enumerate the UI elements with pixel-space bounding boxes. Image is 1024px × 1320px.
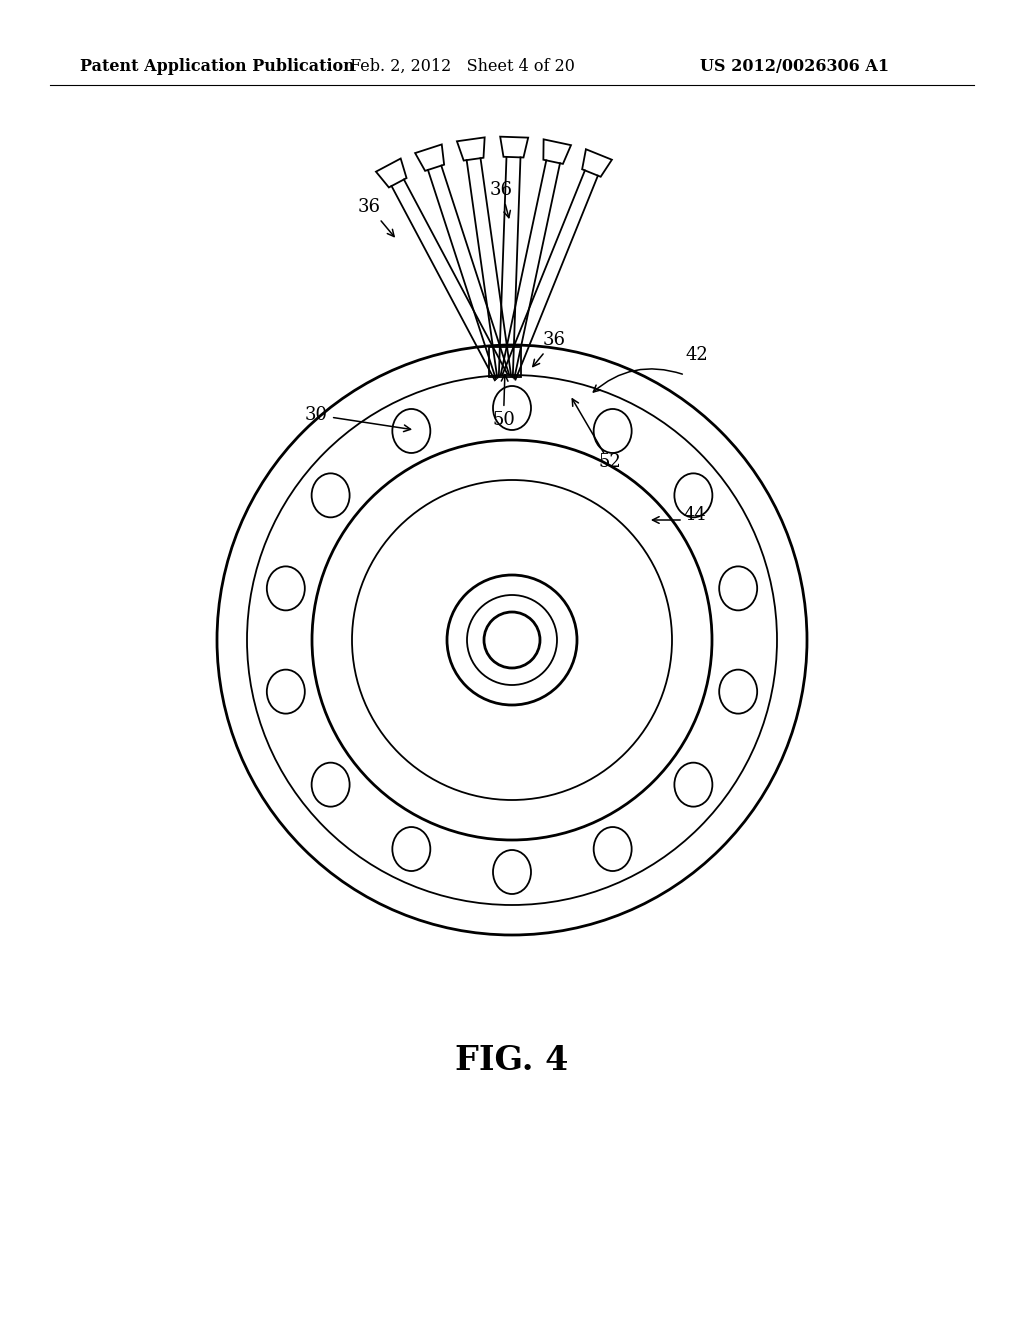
Text: US 2012/0026306 A1: US 2012/0026306 A1 (700, 58, 889, 75)
Text: FIG. 4: FIG. 4 (456, 1044, 568, 1077)
Text: 50: 50 (492, 375, 515, 429)
Bar (489, 347, 521, 378)
Text: 36: 36 (358, 198, 394, 236)
Text: 42: 42 (685, 346, 708, 364)
Text: 30: 30 (305, 407, 411, 432)
Text: 44: 44 (683, 506, 706, 524)
Text: Feb. 2, 2012   Sheet 4 of 20: Feb. 2, 2012 Sheet 4 of 20 (350, 58, 574, 75)
Text: 52: 52 (598, 453, 621, 471)
Text: 36: 36 (532, 331, 566, 367)
Text: Patent Application Publication: Patent Application Publication (80, 58, 354, 75)
Text: 36: 36 (490, 181, 513, 218)
